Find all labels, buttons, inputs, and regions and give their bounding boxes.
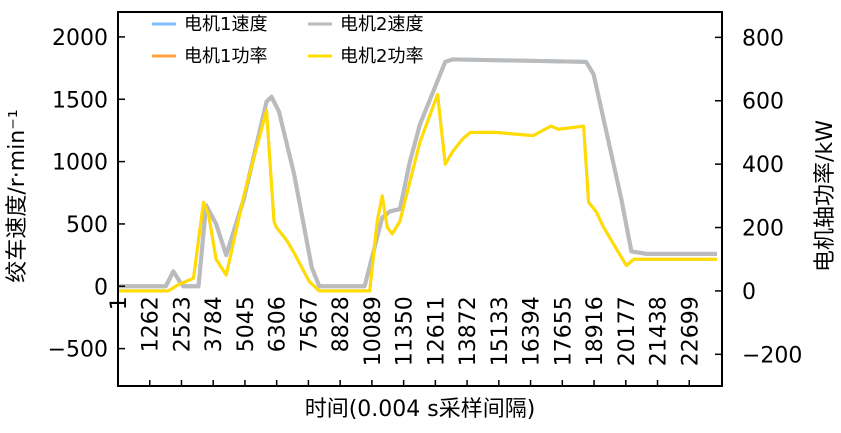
x-tick-label: 1262 (139, 296, 164, 352)
x-tick-label: 2523 (170, 296, 195, 352)
plot-frame (117, 11, 723, 387)
series-line-3 (118, 92, 717, 293)
x-tick-label: 21438 (647, 296, 672, 366)
series-lines (118, 57, 717, 293)
series-line-1 (118, 57, 717, 289)
x-tick-label: 3784 (202, 296, 227, 352)
x-tick-label: 5045 (234, 296, 259, 352)
x-tick-label: 15133 (488, 296, 513, 366)
x-axis-title: 时间(0.004 s采样间隔) (305, 397, 536, 422)
y-tick-label: 2000 (52, 26, 108, 51)
y2-tick-label: 0 (742, 280, 756, 305)
legend-label: 电机1功率 (184, 46, 267, 67)
y-tick-label: 0 (94, 275, 108, 300)
x-tick-label: 7567 (297, 296, 322, 352)
legend-label: 电机2功率 (340, 46, 423, 67)
y-tick-label: 500 (66, 213, 108, 238)
x-tick-label: 10089 (361, 296, 386, 366)
y-tick-label: 1500 (52, 88, 108, 113)
legend-label: 电机1速度 (184, 14, 267, 35)
series-line-4 (118, 92, 717, 293)
x-tick-label: 22699 (678, 296, 703, 366)
y-tick-label: 1000 (52, 151, 108, 176)
y-tick-label: −500 (48, 338, 108, 363)
y2-tick-label: 400 (742, 153, 784, 178)
y2-tick-label: 200 (742, 217, 784, 242)
x-tick-label: 6306 (266, 296, 291, 352)
x-tick-label: 8828 (329, 296, 354, 352)
x-tick-label: 20177 (615, 296, 640, 366)
legend-label: 电机2速度 (340, 14, 423, 35)
y-axis-title: 绞车速度/r·min⁻¹ (5, 109, 30, 282)
x-tick-label: 18916 (583, 296, 608, 366)
y2-axis-title: 电机轴功率/kW (813, 120, 838, 272)
series-line-2 (118, 57, 717, 289)
x-tick-label: 17655 (551, 296, 576, 366)
x-tick-label: 1 (107, 296, 132, 310)
x-tick-label: 11350 (393, 296, 418, 366)
y2-tick-label: 800 (742, 26, 784, 51)
x-tick-label: 16394 (520, 296, 545, 366)
x-tick-label: 12611 (424, 296, 449, 366)
y2-tick-label: 600 (742, 90, 784, 115)
y2-tick-label: −200 (742, 343, 802, 368)
x-tick-label: 13872 (456, 296, 481, 366)
